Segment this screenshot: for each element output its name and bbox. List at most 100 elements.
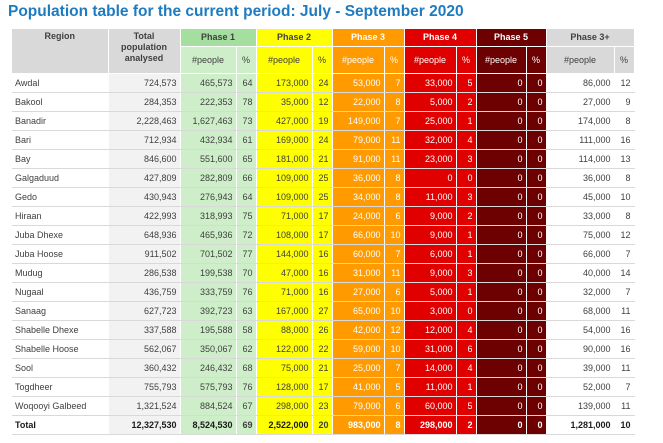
phase3-people-cell: 79,000: [332, 396, 385, 416]
phase1-pct-cell: 64: [236, 187, 257, 207]
phase2-pct-cell: 25: [312, 187, 333, 207]
table-row: Shabelle Hoose 562,067 350,067 62 122,000 22 5…: [12, 339, 635, 359]
region-cell: Shabelle Dhexe: [12, 320, 109, 340]
region-cell: Banadir: [12, 111, 109, 131]
phase1-people-cell: 282,809: [180, 168, 237, 188]
phase1-people-cell: 276,943: [180, 187, 237, 207]
phase3-people-cell: 60,000: [332, 244, 385, 264]
phase3-people-cell: 31,000: [332, 263, 385, 283]
phase4-people-cell: 9,000: [404, 225, 457, 245]
table-row: Juba Dhexe 648,936 465,936 72 108,000 17 66,00…: [12, 225, 635, 245]
phase3-pct-cell: 10: [384, 339, 405, 359]
table-row: Galgaduud 427,809 282,809 66 109,000 25 36,000…: [12, 168, 635, 188]
phase5-pct-cell: 0: [526, 415, 547, 435]
phase3plus-people-cell: 139,000: [546, 396, 615, 416]
table-row: Shabelle Dhexe 337,588 195,588 58 88,000 26 42…: [12, 320, 635, 340]
phase4-people-cell: 11,000: [404, 187, 457, 207]
phase2-people-cell: 108,000: [256, 225, 313, 245]
phase1-people-cell: 884,524: [180, 396, 237, 416]
phase1-pct-cell: 64: [236, 73, 257, 93]
table-row: Sool 360,432 246,432 68 75,000 21 25,000 7 14,00…: [12, 358, 635, 378]
phase4-pct-header: %: [456, 46, 477, 74]
table-row: Woqooyi Galbeed 1,321,524 884,524 67 298,000…: [12, 396, 635, 416]
total-population-cell: 12,327,530: [108, 415, 181, 435]
phase2-people-cell: 173,000: [256, 73, 313, 93]
total-population-cell: 627,723: [108, 301, 181, 321]
phase2-pct-cell: 19: [312, 111, 333, 131]
phase2-pct-cell: 16: [312, 263, 333, 283]
region-cell: Bakool: [12, 92, 109, 112]
phase5-pct-header: %: [526, 46, 547, 74]
phase1-pct-cell: 62: [236, 339, 257, 359]
phase1-people-cell: 575,793: [180, 377, 237, 397]
phase3-people-cell: 149,000: [332, 111, 385, 131]
table-row: Bay 846,600 551,600 65 181,000 21 91,000 11 23,0…: [12, 149, 635, 169]
phase5-pct-cell: 0: [526, 225, 547, 245]
phase4-pct-cell: 0: [456, 301, 477, 321]
phase5-people-cell: 0: [476, 130, 527, 150]
region-cell: Juba Dhexe: [12, 225, 109, 245]
phase5-pct-cell: 0: [526, 244, 547, 264]
table-row: Gedo 430,943 276,943 64 109,000 25 34,000 8 11,0…: [12, 187, 635, 207]
phase5-people-cell: 0: [476, 377, 527, 397]
phase3plus-people-cell: 36,000: [546, 168, 615, 188]
region-cell: Total: [12, 415, 109, 435]
region-cell: Bari: [12, 130, 109, 150]
phase3-pct-cell: 6: [384, 206, 405, 226]
phase2-people-cell: 2,522,000: [256, 415, 313, 435]
phase3plus-pct-cell: 12: [614, 225, 635, 245]
total-population-cell: 286,538: [108, 263, 181, 283]
phase1-pct-cell: 72: [236, 225, 257, 245]
region-cell: Sanaag: [12, 301, 109, 321]
phase3-pct-cell: 7: [384, 111, 405, 131]
region-cell: Gedo: [12, 187, 109, 207]
total-population-header: Total population analysed: [108, 29, 181, 74]
region-cell: Juba Hoose: [12, 244, 109, 264]
phase3-pct-cell: 10: [384, 301, 405, 321]
phase5-pct-cell: 0: [526, 377, 547, 397]
phase4-pct-cell: 0: [456, 168, 477, 188]
phase1-people-cell: 465,936: [180, 225, 237, 245]
region-cell: Shabelle Hoose: [12, 339, 109, 359]
phase3plus-people-cell: 45,000: [546, 187, 615, 207]
phase2-pct-cell: 21: [312, 358, 333, 378]
phase3-pct-header: %: [384, 46, 405, 74]
phase2-pct-cell: 24: [312, 130, 333, 150]
phase2-pct-cell: 27: [312, 301, 333, 321]
phase2-pct-cell: 20: [312, 415, 333, 435]
phase4-pct-cell: 1: [456, 244, 477, 264]
table-row: Sanaag 627,723 392,723 63 167,000 27 65,000 10 3…: [12, 301, 635, 321]
phase3-pct-cell: 8: [384, 187, 405, 207]
phase1-people-cell: 318,993: [180, 206, 237, 226]
phase4-pct-cell: 1: [456, 377, 477, 397]
table-row: Bari 712,934 432,934 61 169,000 24 79,000 11 32,…: [12, 130, 635, 150]
phase5-people-cell: 0: [476, 92, 527, 112]
phase4-people-cell: 32,000: [404, 130, 457, 150]
phase5-people-cell: 0: [476, 301, 527, 321]
total-population-cell: 648,936: [108, 225, 181, 245]
phase4-pct-cell: 5: [456, 73, 477, 93]
phase2-people-cell: 71,000: [256, 282, 313, 302]
phase4-people-cell: 9,000: [404, 206, 457, 226]
phase1-pct-cell: 61: [236, 130, 257, 150]
phase4-people-cell: 9,000: [404, 263, 457, 283]
phase3plus-people-cell: 40,000: [546, 263, 615, 283]
phase1-people-cell: 8,524,530: [180, 415, 237, 435]
phase4-pct-cell: 1: [456, 282, 477, 302]
phase3plus-people-header: #people: [546, 46, 615, 74]
total-population-cell: 2,228,463: [108, 111, 181, 131]
phase4-people-cell: 31,000: [404, 339, 457, 359]
phase2-header: Phase 2: [256, 29, 333, 47]
phase5-pct-cell: 0: [526, 282, 547, 302]
region-cell: Mudug: [12, 263, 109, 283]
phase4-pct-cell: 1: [456, 111, 477, 131]
phase3-people-cell: 53,000: [332, 73, 385, 93]
phase3-people-cell: 22,000: [332, 92, 385, 112]
region-cell: Galgaduud: [12, 168, 109, 188]
phase3plus-pct-cell: 9: [614, 92, 635, 112]
phase2-people-cell: 75,000: [256, 358, 313, 378]
phase3-people-cell: 24,000: [332, 206, 385, 226]
phase1-people-cell: 1,627,463: [180, 111, 237, 131]
phase1-people-cell: 246,432: [180, 358, 237, 378]
region-cell: Woqooyi Galbeed: [12, 396, 109, 416]
